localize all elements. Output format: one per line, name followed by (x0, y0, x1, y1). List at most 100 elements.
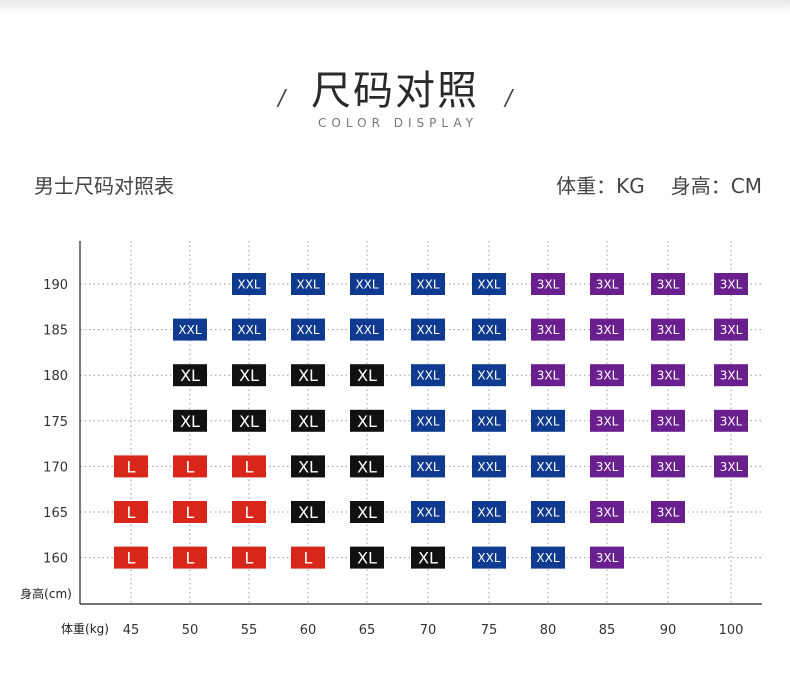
size-cell-label: 3XL (657, 278, 680, 292)
size-cell-label: L (245, 549, 254, 568)
size-cell-label: L (245, 503, 254, 522)
size-cell-box (531, 364, 565, 387)
size-cell-label: XL (298, 457, 318, 476)
size-cell-label: XXL (416, 278, 439, 292)
size-cell-label: XL (180, 412, 200, 431)
size-cell-label: 3XL (537, 278, 560, 292)
size-cell-box (291, 409, 325, 432)
size-cell-box (651, 273, 685, 295)
weight-unit: 体重：KG (556, 174, 645, 198)
x-axis-label: 体重(kg) (61, 622, 109, 636)
size-cell-box (350, 501, 384, 523)
units-legend: 体重：KG 身高：CM (556, 170, 762, 199)
size-cell-label: XL (357, 549, 377, 568)
size-cell-box (173, 501, 207, 523)
size-cell-label: XL (239, 412, 259, 431)
x-tick-label: 65 (359, 623, 376, 638)
size-cell-box (232, 455, 266, 478)
size-cell-label: 3XL (720, 323, 743, 337)
x-tick-label: 70 (420, 623, 437, 638)
size-cell-label: XL (298, 412, 318, 431)
y-tick-label: 175 (43, 415, 68, 430)
size-cell-label: 3XL (596, 323, 619, 337)
size-cell-box (232, 546, 266, 569)
height-unit: 身高：CM (670, 174, 762, 198)
size-cell-box (173, 409, 207, 432)
size-cell-label: 3XL (596, 460, 619, 474)
size-cell-label: XXL (355, 323, 378, 337)
page-subtitle: COLOR DISPLAY (318, 116, 478, 130)
size-cell-box (173, 364, 207, 387)
size-cell-box (350, 273, 384, 295)
size-cell-label: XXL (536, 414, 559, 428)
page-title: 尺码对照 (311, 68, 479, 114)
top-shadow (0, 0, 790, 14)
size-cell-label: XXL (536, 506, 559, 520)
size-cell-box (531, 546, 565, 569)
size-cell-box (651, 318, 685, 341)
size-cell-label: 3XL (720, 369, 743, 383)
x-tick-label: 55 (241, 623, 258, 638)
size-cell-box (291, 501, 325, 523)
size-cell-label: XL (357, 503, 377, 522)
x-tick-label: 50 (182, 623, 199, 638)
size-cell-label: 3XL (720, 460, 743, 474)
size-cell-box (291, 273, 325, 295)
size-cell-box (232, 364, 266, 387)
size-cell-label: L (304, 549, 313, 568)
size-cell-label: 3XL (657, 323, 680, 337)
size-cell-label: XXL (477, 506, 500, 520)
size-cell-label: XXL (477, 323, 500, 337)
size-cell-box (411, 273, 445, 295)
size-cell-box (651, 364, 685, 387)
size-cell-box (531, 455, 565, 478)
size-cell-label: 3XL (537, 323, 560, 337)
x-tick-label: 75 (481, 623, 498, 638)
size-cell-box (590, 501, 624, 523)
size-cell-box (411, 546, 445, 569)
size-cell-label: XXL (477, 551, 500, 565)
size-cell-label: 3XL (596, 414, 619, 428)
size-cell-label: 3XL (657, 414, 680, 428)
size-cell-label: XXL (477, 414, 500, 428)
size-cell-label: XXL (237, 323, 260, 337)
size-cell-label: XXL (416, 414, 439, 428)
size-cell-label: XXL (355, 278, 378, 292)
size-cell-box (350, 318, 384, 341)
size-cell-box (472, 455, 506, 478)
size-cell-box (531, 318, 565, 341)
size-cell-box (411, 501, 445, 523)
size-cell-box (350, 455, 384, 478)
size-cell-box (173, 318, 207, 341)
x-tick-label: 90 (660, 623, 677, 638)
size-cell-box (714, 273, 748, 295)
size-cell-box (590, 409, 624, 432)
y-tick-label: 190 (43, 278, 68, 293)
size-cell-box (590, 546, 624, 569)
y-tick-label: 165 (43, 506, 68, 521)
size-cell-box (173, 546, 207, 569)
size-cell-box (531, 501, 565, 523)
size-cell-box (291, 318, 325, 341)
size-cell-label: L (127, 549, 136, 568)
y-tick-label: 180 (43, 369, 68, 384)
size-cell-box (531, 409, 565, 432)
size-cell-label: XXL (536, 551, 559, 565)
size-cell-box (114, 546, 148, 569)
size-cell-box (411, 409, 445, 432)
x-tick-label: 60 (300, 623, 317, 638)
size-cell-label: L (245, 457, 254, 476)
size-cell-label: 3XL (657, 369, 680, 383)
size-cell-label: 3XL (537, 369, 560, 383)
size-cell-box (651, 409, 685, 432)
size-cell-label: 3XL (720, 278, 743, 292)
size-cell-box (173, 455, 207, 478)
size-cell-label: XXL (416, 460, 439, 474)
size-cell-label: XXL (477, 460, 500, 474)
size-cell-box (291, 455, 325, 478)
y-tick-label: 170 (43, 460, 68, 475)
size-cell-box (291, 546, 325, 569)
size-cell-box (232, 501, 266, 523)
size-cell-label: XXL (296, 323, 319, 337)
size-cell-label: XXL (296, 278, 319, 292)
